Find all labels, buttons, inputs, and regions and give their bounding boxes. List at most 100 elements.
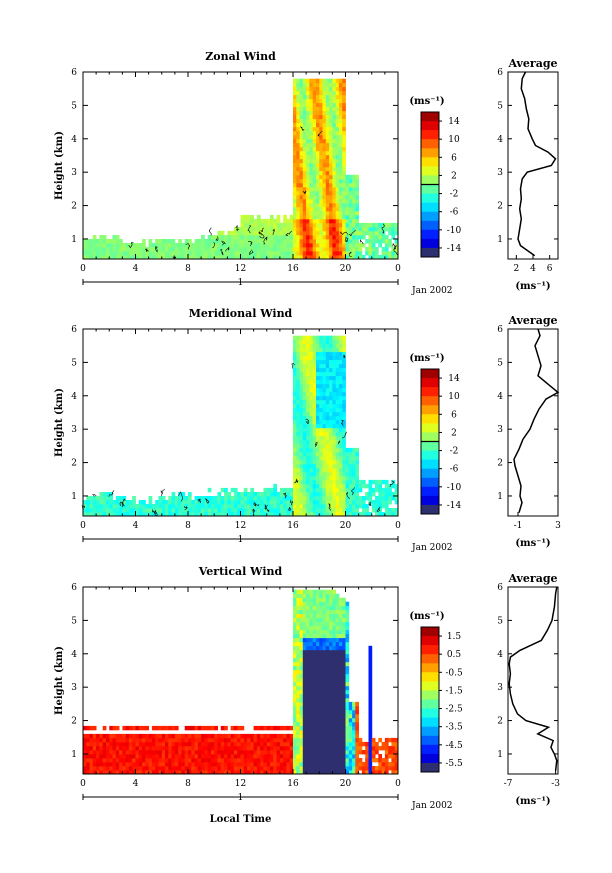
heatmap-cell (142, 251, 146, 256)
heatmap-cell (86, 733, 90, 739)
heatmap-cell (306, 82, 310, 88)
heatmap-cell (148, 508, 153, 513)
heatmap-cell (352, 705, 356, 711)
heatmap-cell (158, 255, 163, 260)
heatmap-cell (128, 762, 133, 767)
x-tick-label: 8 (185, 779, 191, 789)
heatmap-cell (165, 247, 169, 252)
heatmap-cell (316, 657, 320, 663)
heatmap-cell (279, 512, 284, 517)
heatmap-cell (319, 158, 323, 164)
heatmap-cell (286, 255, 291, 260)
heatmap-cell (316, 415, 320, 421)
heatmap-cell (240, 239, 245, 244)
heatmap-cell (316, 770, 320, 775)
heatmap-cell (338, 641, 343, 647)
heatmap-cell (338, 758, 343, 763)
heatmap-cell (86, 512, 90, 517)
heatmap-cell (197, 733, 202, 739)
heatmap-cell (335, 367, 340, 373)
heatmap-cell (299, 750, 304, 755)
heatmap-cell (96, 239, 100, 244)
heatmap-cell (345, 621, 350, 627)
heatmap-cell (125, 508, 130, 513)
heatmap-cell (302, 98, 307, 104)
heatmap-cell (204, 500, 209, 505)
heatmap-cell (207, 750, 212, 755)
heatmap-cell (302, 206, 307, 212)
colorbar-segment (421, 121, 439, 131)
heatmap-cell (309, 94, 314, 100)
heatmap-cell (302, 114, 307, 120)
heatmap-cell (338, 206, 343, 212)
average-profile-line (513, 328, 560, 513)
heatmap-cell (250, 218, 254, 224)
heatmap-cell (293, 387, 297, 393)
heatmap-cell (319, 758, 323, 763)
heatmap-cell (102, 235, 107, 240)
heatmap-cell (151, 504, 156, 509)
heatmap-cell (335, 483, 340, 489)
heatmap-cell (384, 500, 389, 505)
heatmap-cell (247, 251, 251, 256)
heatmap-cell (145, 251, 149, 256)
heatmap-cell (145, 255, 149, 260)
heatmap-cell (230, 512, 235, 517)
heatmap-cell (394, 766, 399, 771)
average-y-tick-label: 1 (497, 235, 503, 245)
heatmap-cell (220, 239, 225, 244)
heatmap-cell (342, 150, 346, 156)
heatmap-cell (329, 146, 333, 152)
heatmap-cell (181, 512, 186, 517)
heatmap-cell (151, 750, 156, 755)
heatmap-cell (338, 496, 343, 501)
heatmap-cell (338, 455, 343, 461)
heatmap-cell (325, 218, 330, 224)
heatmap-cell (214, 243, 218, 248)
heatmap-cell (352, 247, 356, 252)
heatmap-cell (306, 492, 310, 497)
heatmap-cell (296, 114, 300, 120)
heatmap-cell (240, 500, 245, 505)
heatmap-cell (86, 762, 90, 767)
heatmap-cell (302, 766, 307, 771)
heatmap-cell (325, 235, 330, 240)
heatmap-cell (233, 247, 238, 252)
contour-line (249, 249, 254, 256)
heatmap-cell (329, 685, 333, 691)
heatmap-cell (148, 243, 153, 248)
heatmap-cell (309, 665, 314, 671)
heatmap-cell (283, 746, 287, 751)
heatmap-cell (299, 86, 304, 92)
heatmap-cell (220, 762, 225, 767)
heatmap-cell (329, 126, 333, 132)
heatmap-cell (309, 681, 314, 687)
heatmap-cell (302, 367, 307, 373)
heatmap-cell (237, 741, 241, 747)
heatmap-cell (332, 665, 337, 671)
heatmap-cell (115, 741, 120, 747)
heatmap-cell (358, 243, 363, 248)
heatmap-cell (361, 741, 366, 747)
heatmap-cell (329, 118, 333, 124)
heatmap-cell (338, 475, 343, 481)
heatmap-cell (142, 750, 146, 755)
heatmap-cell (286, 235, 291, 240)
heatmap-cell (342, 463, 346, 469)
heatmap-cell (345, 613, 350, 619)
heatmap-cell (329, 255, 333, 260)
heatmap-cell (352, 226, 356, 232)
heatmap-cell (325, 206, 330, 212)
heatmap-cell (92, 733, 97, 739)
heatmap-cell (335, 82, 340, 88)
heatmap-cell (309, 86, 314, 92)
heatmap-cell (293, 202, 297, 208)
heatmap-cell (233, 239, 238, 244)
heatmap-cell (266, 235, 271, 240)
heatmap-cell (345, 512, 350, 517)
heatmap-cell (319, 589, 323, 595)
heatmap-cell (345, 508, 350, 513)
heatmap-cell (325, 597, 330, 603)
heatmap-cell (302, 222, 307, 228)
